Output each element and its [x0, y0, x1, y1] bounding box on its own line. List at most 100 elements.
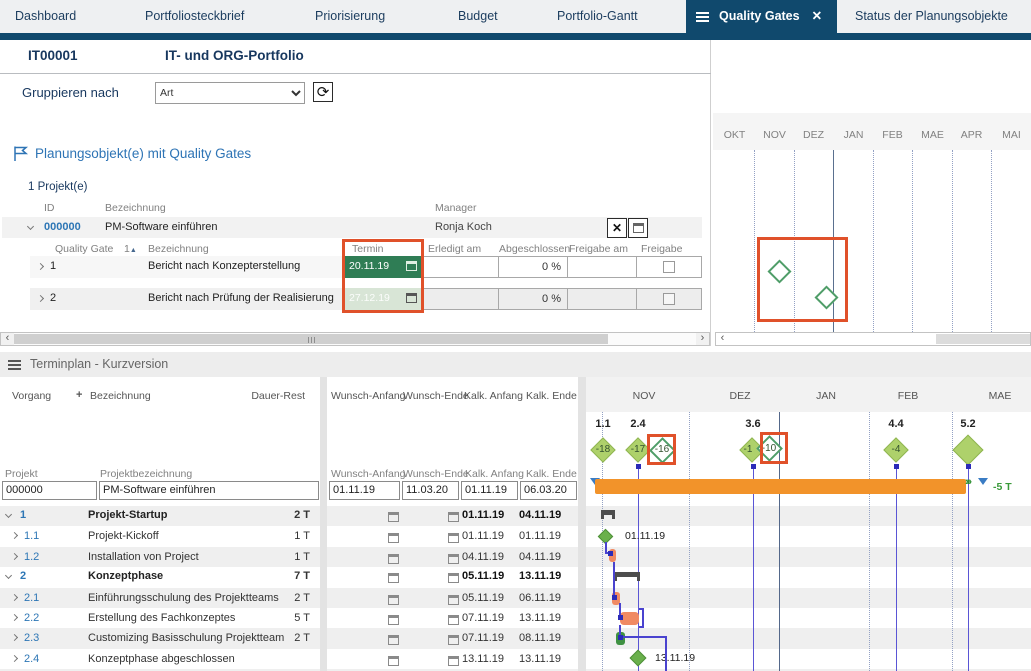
calendar-icon[interactable]	[448, 656, 459, 666]
collapse-icon[interactable]	[26, 222, 35, 231]
collapse-icon[interactable]	[4, 510, 13, 519]
col-id[interactable]: ID	[44, 202, 55, 214]
panel-splitter[interactable]	[578, 377, 586, 671]
termin-cell[interactable]: 27.12.19	[345, 288, 421, 310]
task-row[interactable]: 1 Projekt-Startup 2 T 01.11.19 04.11.19	[0, 506, 578, 526]
col-erledigt[interactable]: Erledigt am	[428, 243, 482, 255]
menu-icon[interactable]	[696, 11, 709, 14]
tab-quality-gates[interactable]: Quality Gates ✕	[686, 0, 837, 33]
task-milestone-diamond[interactable]	[629, 649, 647, 667]
freigabe-am-cell[interactable]	[567, 289, 636, 309]
expand-icon[interactable]	[10, 531, 19, 540]
wunsch-ende-field[interactable]: 11.03.20	[402, 481, 459, 500]
project-summary-bar[interactable]	[595, 479, 966, 494]
task-row[interactable]: 1.2 Installation von Project 1 T 04.11.1…	[0, 547, 578, 567]
calendar-icon[interactable]	[448, 615, 459, 625]
task-nr[interactable]: 2.3	[24, 632, 40, 644]
projekt-id-field[interactable]: 000000	[2, 481, 97, 500]
menu-icon[interactable]	[8, 360, 21, 362]
tab-dashboard[interactable]: Dashboard	[15, 9, 77, 23]
milestone-diamond[interactable]	[952, 434, 984, 466]
task-row[interactable]: 1.1 Projekt-Kickoff 1 T 01.11.19 01.11.1…	[0, 526, 578, 546]
calendar-icon[interactable]	[406, 261, 417, 271]
expand-icon[interactable]	[36, 262, 45, 271]
task-nr[interactable]: 2	[20, 570, 27, 582]
kalk-anfang-field[interactable]: 01.11.19	[461, 481, 518, 500]
calendar-icon[interactable]	[448, 533, 459, 543]
col-manager[interactable]: Manager	[435, 202, 477, 214]
horizontal-scrollbar[interactable]: ‹	[715, 332, 1031, 346]
col-bezeichnung[interactable]: Bezeichnung	[90, 390, 151, 402]
calendar-icon[interactable]	[388, 533, 399, 543]
task-bar[interactable]	[620, 612, 639, 625]
calendar-icon[interactable]	[388, 554, 399, 564]
task-nr[interactable]: 1.1	[24, 530, 40, 542]
calendar-icon[interactable]	[388, 573, 399, 583]
summary-bar[interactable]	[601, 510, 615, 520]
collapse-icon[interactable]	[4, 571, 13, 580]
expand-icon[interactable]	[10, 633, 19, 642]
sort-indicator[interactable]: 1▲	[124, 243, 137, 255]
tab-priorisierung[interactable]: Priorisierung	[315, 9, 386, 23]
termin-cell[interactable]: 20.11.19	[345, 256, 421, 278]
col-bezeichnung[interactable]: Bezeichnung	[105, 202, 166, 214]
col-vorgang[interactable]: Vorgang	[12, 390, 52, 402]
freigabe-checkbox[interactable]	[663, 293, 675, 305]
col-freigabe-am[interactable]: Freigabe am	[569, 243, 628, 255]
calendar-icon[interactable]	[388, 512, 399, 522]
horizontal-scrollbar[interactable]: ‹ ›	[0, 332, 710, 346]
col-kalk-ende[interactable]: Kalk. Ende	[526, 390, 577, 402]
expand-icon[interactable]	[10, 593, 19, 602]
erledigt-am-cell[interactable]	[422, 257, 498, 277]
calendar-icon[interactable]	[388, 595, 399, 605]
project-id[interactable]: 000000	[44, 221, 81, 233]
col-dauer-rest[interactable]: Dauer-Rest	[251, 390, 305, 402]
task-row[interactable]: 2 Konzeptphase 7 T 05.11.19 13.11.19	[0, 567, 578, 587]
col-wunsch-anfang[interactable]: Wunsch-Anfang	[331, 390, 406, 402]
scrollbar-thumb[interactable]	[936, 334, 1030, 344]
calendar-icon[interactable]	[448, 635, 459, 645]
projekt-name-field[interactable]: PM-Software einführen	[99, 481, 319, 500]
freigabe-checkbox[interactable]	[663, 261, 675, 273]
expand-icon[interactable]	[36, 294, 45, 303]
task-nr[interactable]: 2.1	[24, 592, 40, 604]
task-nr[interactable]: 1	[20, 509, 27, 521]
calendar-icon[interactable]	[448, 554, 459, 564]
task-row[interactable]: 2.2 Erstellung des Fachkonzeptes 5 T 07.…	[0, 608, 578, 628]
column-splitter[interactable]	[320, 377, 327, 671]
summary-bar[interactable]	[614, 572, 640, 582]
calendar-icon[interactable]	[388, 656, 399, 666]
task-row[interactable]: 2.1 Einführungsschulung des Projektteams…	[0, 588, 578, 608]
wunsch-anfang-field[interactable]: 01.11.19	[329, 481, 400, 500]
task-row[interactable]: 2.3 Customizing Basisschulung Projekttea…	[0, 628, 578, 649]
erledigt-am-cell[interactable]	[422, 289, 498, 309]
delete-button[interactable]: ✕	[607, 218, 627, 238]
calendar-button[interactable]	[628, 218, 648, 238]
task-row[interactable]: 2.4 Konzeptphase abgeschlossen 13.11.19 …	[0, 649, 578, 669]
col-wunsch-ende[interactable]: Wunsch-Ende	[403, 390, 469, 402]
calendar-icon[interactable]	[388, 615, 399, 625]
scroll-left-icon[interactable]: ‹	[1, 333, 14, 345]
scroll-right-icon[interactable]: ›	[696, 333, 709, 345]
task-nr[interactable]: 1.2	[24, 551, 40, 563]
col-termin[interactable]: Termin	[352, 243, 384, 255]
gate-row[interactable]: 1 Bericht nach Konzepterstellung 20.11.1…	[30, 256, 702, 278]
col-kalk-anfang[interactable]: Kalk. Anfang	[464, 390, 523, 402]
tab-budget[interactable]: Budget	[458, 9, 498, 23]
tab-portfoliosteckbrief[interactable]: Portfoliosteckbrief	[145, 9, 245, 23]
calendar-icon[interactable]	[448, 595, 459, 605]
expand-icon[interactable]	[10, 552, 19, 561]
expand-all-icon[interactable]: +	[76, 389, 83, 401]
scroll-left-icon[interactable]: ‹	[716, 333, 729, 345]
freigabe-am-cell[interactable]	[567, 257, 636, 277]
project-row[interactable]: 000000 PM-Software einführen Ronja Koch	[2, 217, 702, 238]
calendar-icon[interactable]	[388, 635, 399, 645]
scrollbar-thumb[interactable]	[14, 334, 608, 344]
expand-icon[interactable]	[10, 654, 19, 663]
group-by-select[interactable]: Art	[155, 82, 305, 104]
col-quality-gate[interactable]: Quality Gate	[55, 243, 114, 255]
tab-portfolio-gantt[interactable]: Portfolio-Gantt	[557, 9, 638, 23]
col-abgeschlossen[interactable]: Abgeschlossen	[499, 243, 571, 255]
task-nr[interactable]: 2.4	[24, 653, 40, 665]
col-freigabe[interactable]: Freigabe	[641, 243, 683, 255]
